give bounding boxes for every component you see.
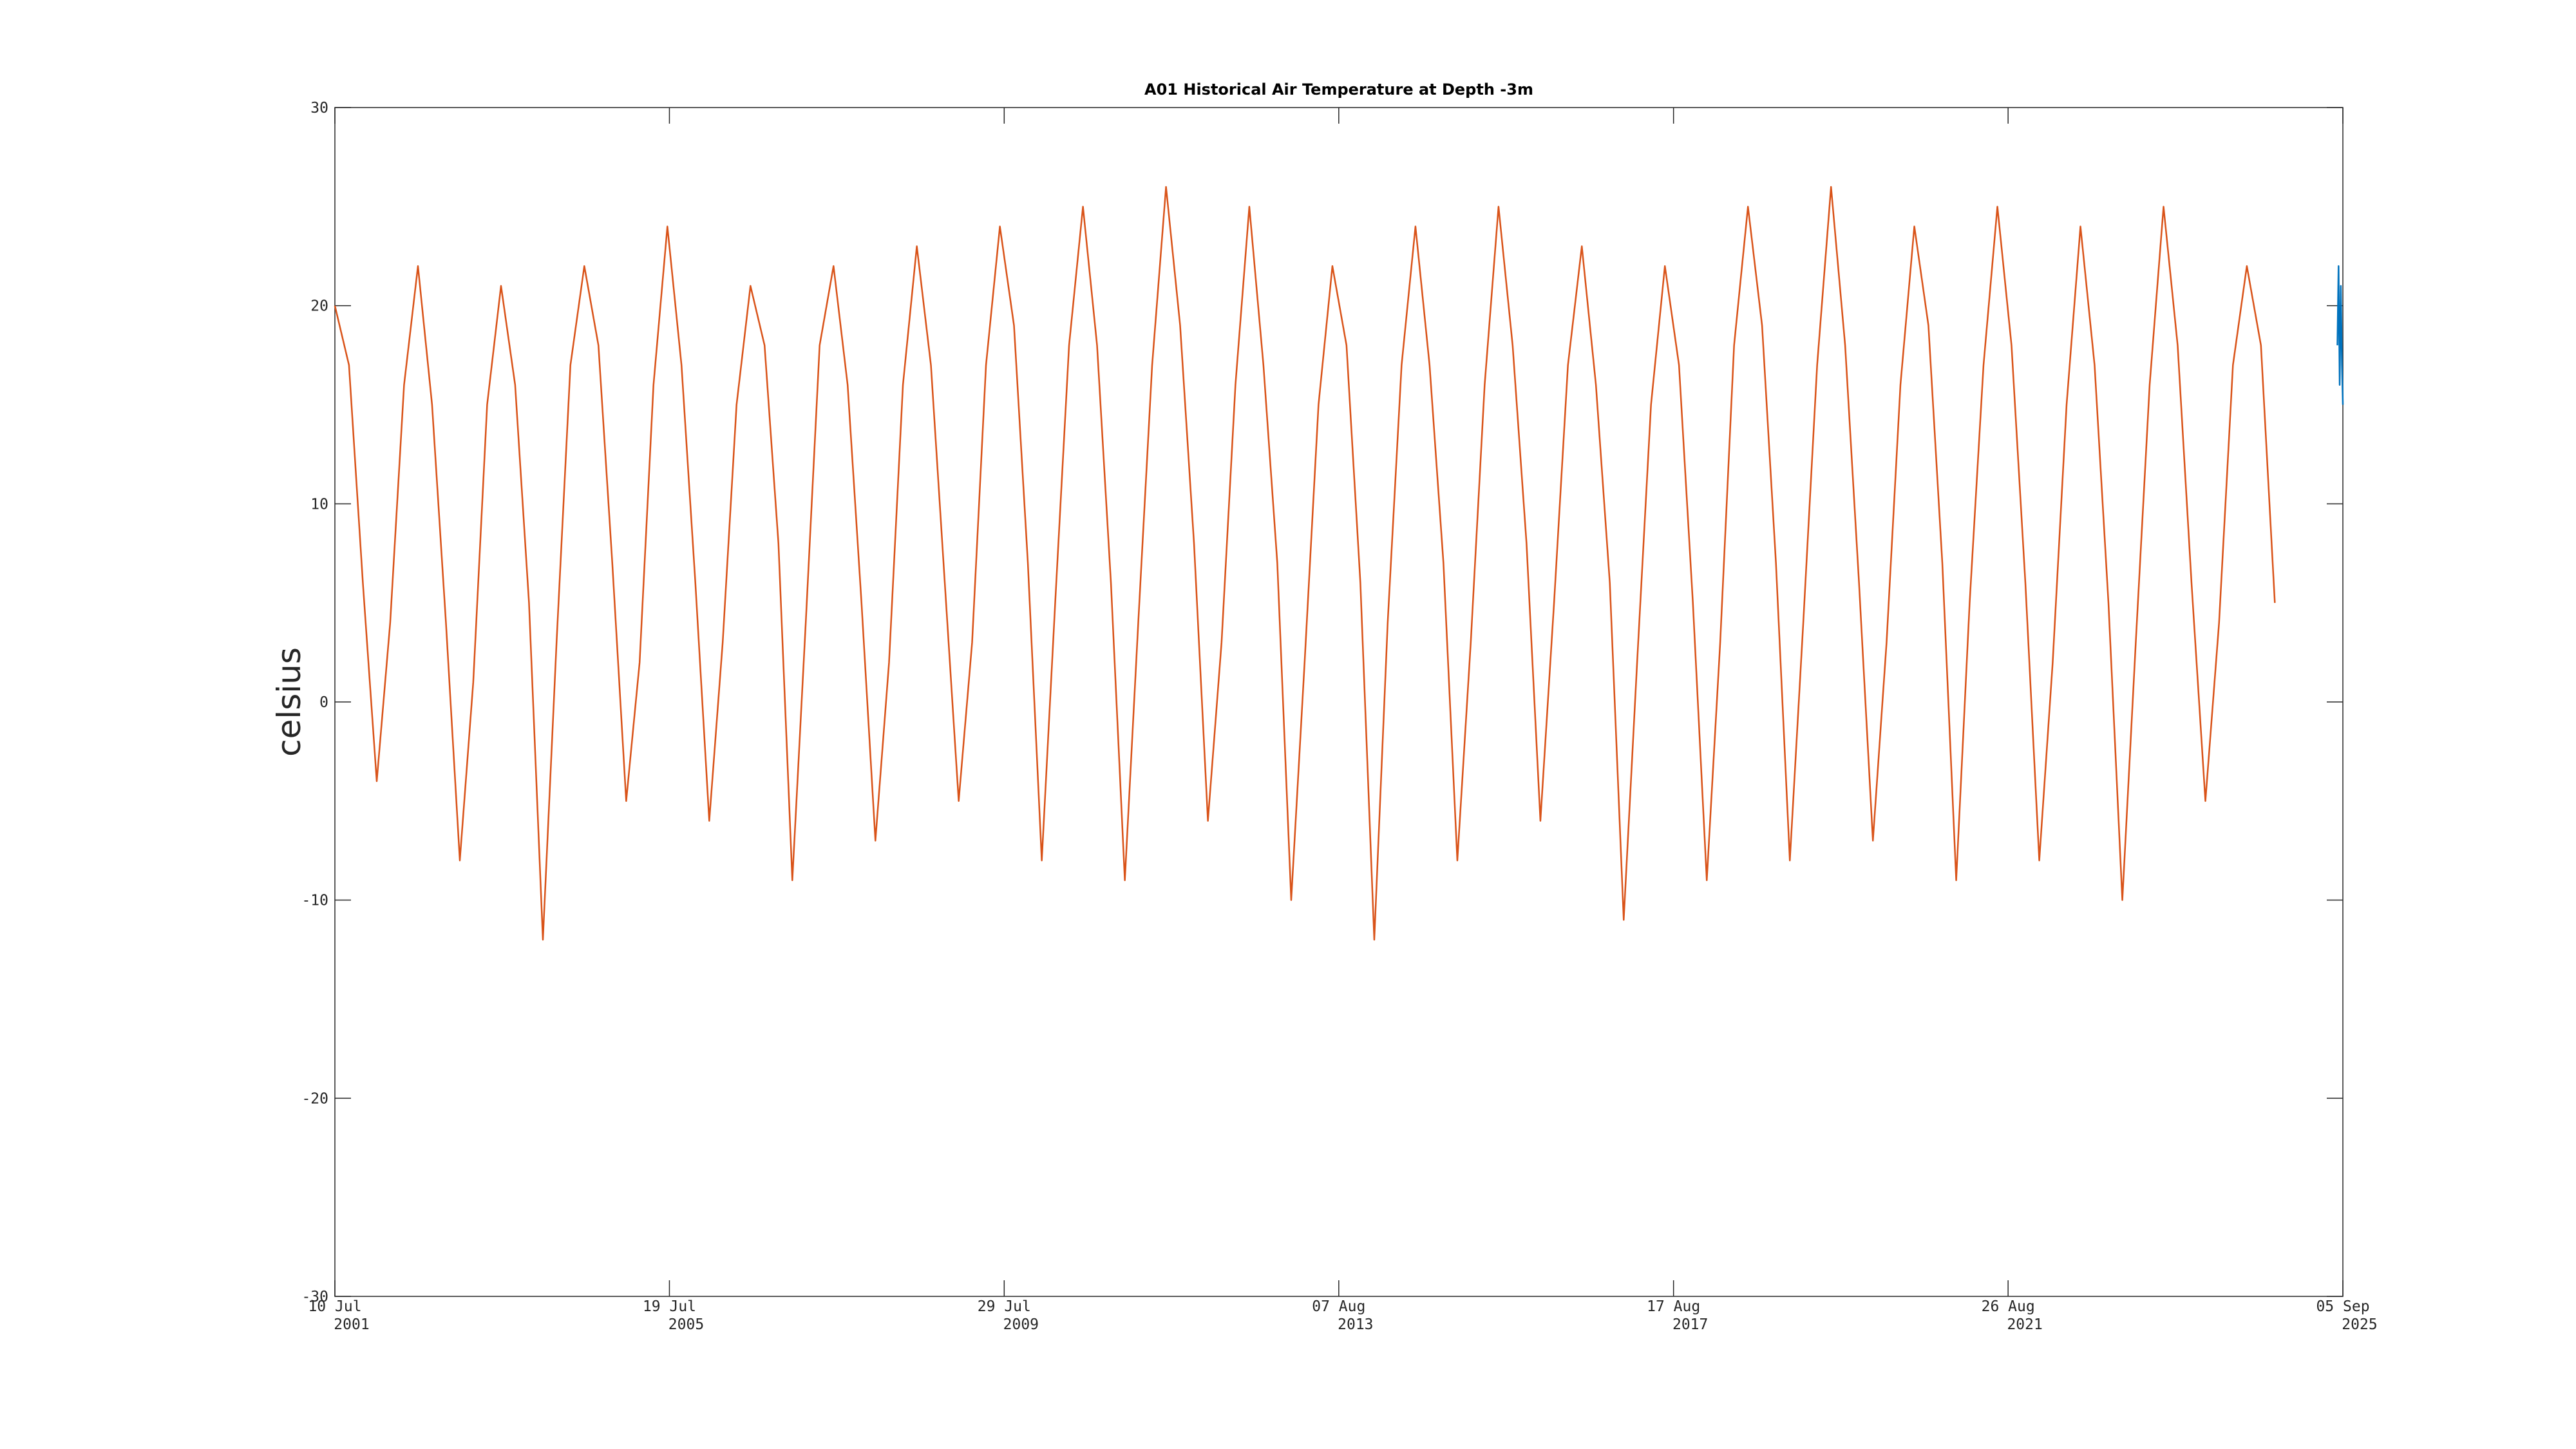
- chart-title: A01 Historical Air Temperature at Depth …: [1144, 80, 1533, 99]
- x-tick-label: 2005: [668, 1316, 704, 1333]
- x-tick-label: 19 Jul: [643, 1298, 696, 1315]
- y-tick-label: 10: [310, 496, 328, 513]
- y-tick-label: -20: [301, 1090, 328, 1107]
- x-tick-label: 17 Aug: [1647, 1298, 1700, 1315]
- x-tick-label: 29 Jul: [978, 1298, 1031, 1315]
- data-line: [2336, 265, 2344, 405]
- x-tick-label: 07 Aug: [1312, 1298, 1365, 1315]
- x-tick-label: 2013: [1338, 1316, 1373, 1333]
- y-tick-label: 30: [310, 100, 328, 117]
- y-tick-label: 20: [310, 298, 328, 315]
- x-tick-label: 2009: [1003, 1316, 1039, 1333]
- y-axis-label: celsius: [270, 647, 308, 757]
- x-tick-label: 05 Sep: [2316, 1298, 2369, 1315]
- y-tick-label: -30: [301, 1289, 328, 1305]
- x-tick-label: 2025: [2342, 1316, 2377, 1333]
- data-line: [334, 185, 2276, 941]
- x-tick-label: 2001: [334, 1316, 369, 1333]
- y-tick-label: -10: [301, 893, 328, 909]
- x-tick-label: 2021: [2007, 1316, 2042, 1333]
- x-tick-label: 2017: [1672, 1316, 1708, 1333]
- y-tick-label: 0: [319, 694, 328, 711]
- x-tick-label: 26 Aug: [1982, 1298, 2035, 1315]
- x-tick-label: 10 Jul: [308, 1298, 361, 1315]
